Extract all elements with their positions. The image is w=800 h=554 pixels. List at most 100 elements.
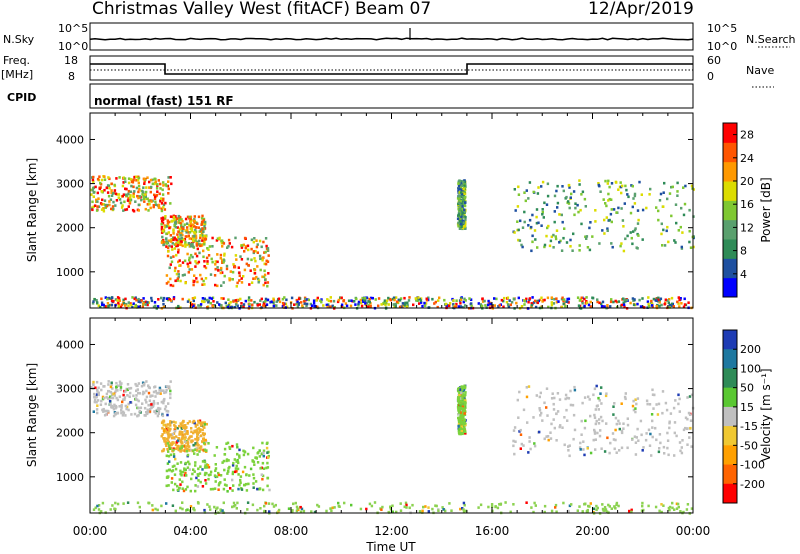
data-cell	[532, 301, 536, 304]
data-cell	[172, 228, 175, 231]
data-cell	[396, 300, 399, 304]
data-cell	[206, 298, 209, 302]
data-cell	[603, 305, 606, 308]
data-cell	[309, 302, 312, 306]
data-cell	[568, 186, 571, 189]
data-cell	[190, 427, 193, 430]
data-cell	[442, 508, 445, 511]
data-cell	[549, 437, 553, 440]
data-cell	[675, 434, 678, 438]
data-cell	[124, 414, 127, 417]
data-cell	[169, 380, 172, 383]
data-cell	[266, 247, 270, 250]
data-cell	[200, 445, 203, 448]
data-cell	[152, 390, 156, 394]
data-cell	[463, 184, 466, 187]
data-cell	[227, 459, 230, 462]
data-cell	[593, 428, 596, 432]
data-cell	[537, 299, 540, 303]
freq-label: Freq.	[3, 54, 30, 67]
data-cell	[266, 298, 270, 302]
data-cell	[535, 208, 539, 211]
data-cell	[519, 447, 522, 450]
data-cell	[312, 302, 316, 305]
data-cell	[427, 298, 430, 302]
data-cell	[226, 306, 230, 309]
data-cell	[186, 422, 190, 425]
data-cell	[521, 245, 524, 249]
data-cell	[532, 416, 535, 419]
data-cell	[174, 457, 177, 461]
data-cell	[164, 201, 167, 205]
data-cell	[157, 203, 161, 207]
data-cell	[142, 302, 145, 305]
data-cell	[527, 385, 531, 388]
data-cell	[92, 191, 95, 194]
data-cell	[96, 388, 99, 392]
data-cell	[457, 408, 460, 411]
data-cell	[186, 485, 189, 489]
data-cell	[253, 257, 256, 260]
data-cell	[138, 188, 141, 191]
data-cell	[201, 460, 205, 463]
data-cell	[483, 299, 486, 303]
data-cell	[687, 411, 691, 415]
data-cell	[202, 255, 205, 259]
data-cell	[457, 424, 460, 428]
power-x-ticks	[89, 113, 694, 308]
data-cell	[225, 459, 228, 463]
data-cell	[266, 476, 269, 480]
data-cell	[316, 296, 319, 300]
data-cell	[167, 250, 170, 253]
data-cell	[463, 397, 466, 400]
data-cell	[407, 299, 411, 302]
data-cell	[608, 185, 611, 189]
data-cell	[380, 303, 383, 306]
data-cell	[178, 486, 181, 490]
data-cell	[680, 446, 683, 449]
data-cell	[145, 197, 148, 201]
data-cell	[213, 487, 217, 490]
data-cell	[231, 444, 234, 448]
data-cell	[514, 440, 517, 443]
data-cell	[100, 190, 104, 193]
data-cell	[119, 201, 123, 205]
data-cell	[102, 203, 106, 206]
data-cell	[217, 269, 220, 272]
data-cell	[540, 296, 543, 300]
data-cell	[91, 188, 94, 192]
data-cell	[667, 298, 671, 301]
data-cell	[580, 433, 583, 436]
data-cell	[129, 302, 132, 305]
data-cell	[195, 441, 199, 444]
data-cell	[588, 248, 592, 252]
data-cell	[216, 260, 219, 264]
data-cell	[102, 303, 105, 307]
data-cell	[196, 427, 199, 431]
data-cell	[135, 298, 138, 302]
data-cell	[144, 207, 147, 211]
data-cell	[462, 385, 465, 389]
data-cell	[146, 303, 149, 307]
data-cell	[104, 206, 107, 209]
data-cell	[106, 409, 109, 413]
data-cell	[216, 266, 219, 269]
data-cell	[186, 262, 189, 266]
data-cell	[487, 299, 490, 303]
data-cell	[109, 385, 113, 389]
data-cell	[168, 244, 171, 248]
data-cell	[577, 304, 581, 307]
data-cell	[325, 509, 328, 513]
data-cell	[153, 197, 157, 201]
data-cell	[181, 297, 184, 301]
data-cell	[255, 245, 259, 249]
data-cell	[634, 441, 638, 444]
data-cell	[203, 238, 207, 241]
data-cell	[106, 302, 110, 305]
data-cell	[513, 298, 516, 301]
data-cell	[457, 211, 461, 215]
data-cell	[493, 304, 496, 307]
cpid-text: normal (fast) 151 RF	[94, 94, 234, 108]
data-cell	[523, 210, 526, 214]
data-cell	[316, 503, 319, 507]
